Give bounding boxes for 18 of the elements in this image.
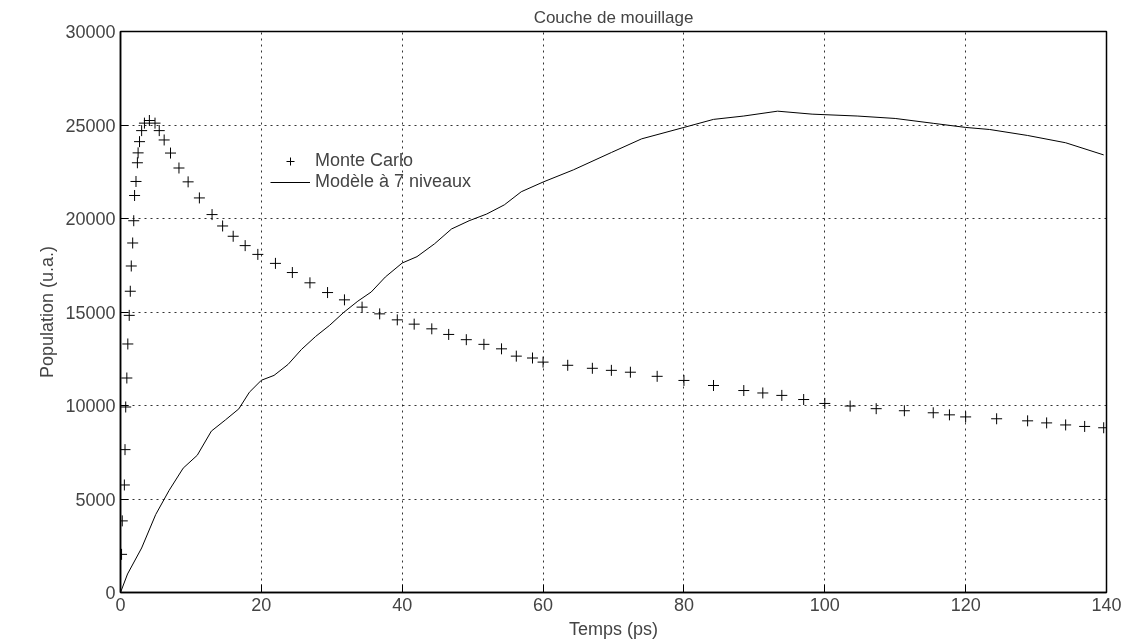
- y-tick-label: 30000: [65, 22, 116, 42]
- legend-label: Monte Carlo: [315, 150, 414, 171]
- y-tick-label: 10000: [65, 396, 116, 416]
- x-tick-label: 80: [673, 594, 694, 615]
- legend-label: Modèle à 7 niveaux: [315, 171, 472, 192]
- x-tick-label: 20: [251, 594, 272, 615]
- x-tick-label: 60: [533, 594, 554, 615]
- y-tick-label: 25000: [65, 115, 116, 136]
- x-tick-label: 120: [950, 594, 981, 615]
- x-tick-label: 40: [392, 594, 413, 615]
- y-tick-label: 15000: [65, 302, 116, 323]
- chart-title: Couche de mouillage: [533, 7, 694, 27]
- y-tick-label: 5000: [75, 489, 116, 510]
- x-tick-label: 100: [809, 594, 840, 615]
- y-tick-label: 20000: [65, 209, 116, 229]
- x-axis-title: Temps (ps): [568, 618, 659, 639]
- y-axis-title: Population (u.a.): [37, 245, 58, 379]
- x-tick-label: 140: [1091, 594, 1122, 615]
